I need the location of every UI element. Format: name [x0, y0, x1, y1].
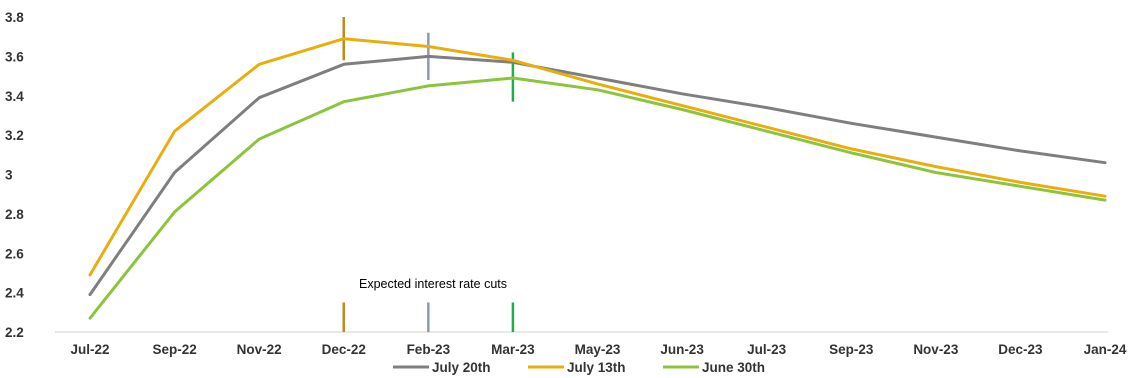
x-tick-label: Jan-24: [1084, 342, 1127, 357]
annotation-expected-rate-cuts: Expected interest rate cuts: [359, 277, 507, 291]
x-tick-label: Jul-23: [747, 342, 787, 357]
series-line: [88, 54, 1107, 297]
x-tick-label: Sep-22: [152, 342, 196, 357]
series-line: [88, 37, 1107, 277]
series-lines: [88, 37, 1107, 320]
x-tick-label: Nov-23: [913, 342, 959, 357]
y-tick-label: 3.4: [5, 89, 24, 104]
x-tick-label: Jun-23: [660, 342, 704, 357]
y-tick-label: 3.8: [5, 10, 24, 25]
y-tick-label: 3.2: [5, 128, 24, 143]
y-tick-label: 3.6: [5, 49, 24, 64]
x-tick-label: Sep-23: [829, 342, 874, 357]
x-tick-label: Dec-23: [998, 342, 1043, 357]
annotations: Expected interest rate cuts: [359, 277, 507, 291]
x-tick-label: Dec-22: [322, 342, 366, 357]
y-tick-label: 3: [5, 168, 13, 183]
x-tick-label: Jul-22: [70, 342, 109, 357]
y-tick-label: 2.6: [5, 246, 24, 261]
y-tick-label: 2.2: [5, 325, 24, 340]
y-tick-label: 2.8: [5, 207, 24, 222]
y-tick-label: 2.4: [5, 286, 24, 301]
legend: July 20th July 13th June 30th: [393, 360, 765, 375]
axes: 2.2 2.4 2.6 2.8 3 3.2 3.4 3.6 3.8 Jul-22 Sep-22 Nov…: [5, 10, 1127, 357]
x-tick-label: Mar-23: [491, 342, 535, 357]
x-tick-label: Feb-23: [407, 342, 451, 357]
legend-label: July 20th: [432, 360, 491, 375]
x-tick-label: Nov-22: [237, 342, 282, 357]
legend-label: June 30th: [702, 360, 765, 375]
series-line: [88, 76, 1107, 320]
x-tick-label: May-23: [575, 342, 621, 357]
legend-label: July 13th: [567, 360, 626, 375]
